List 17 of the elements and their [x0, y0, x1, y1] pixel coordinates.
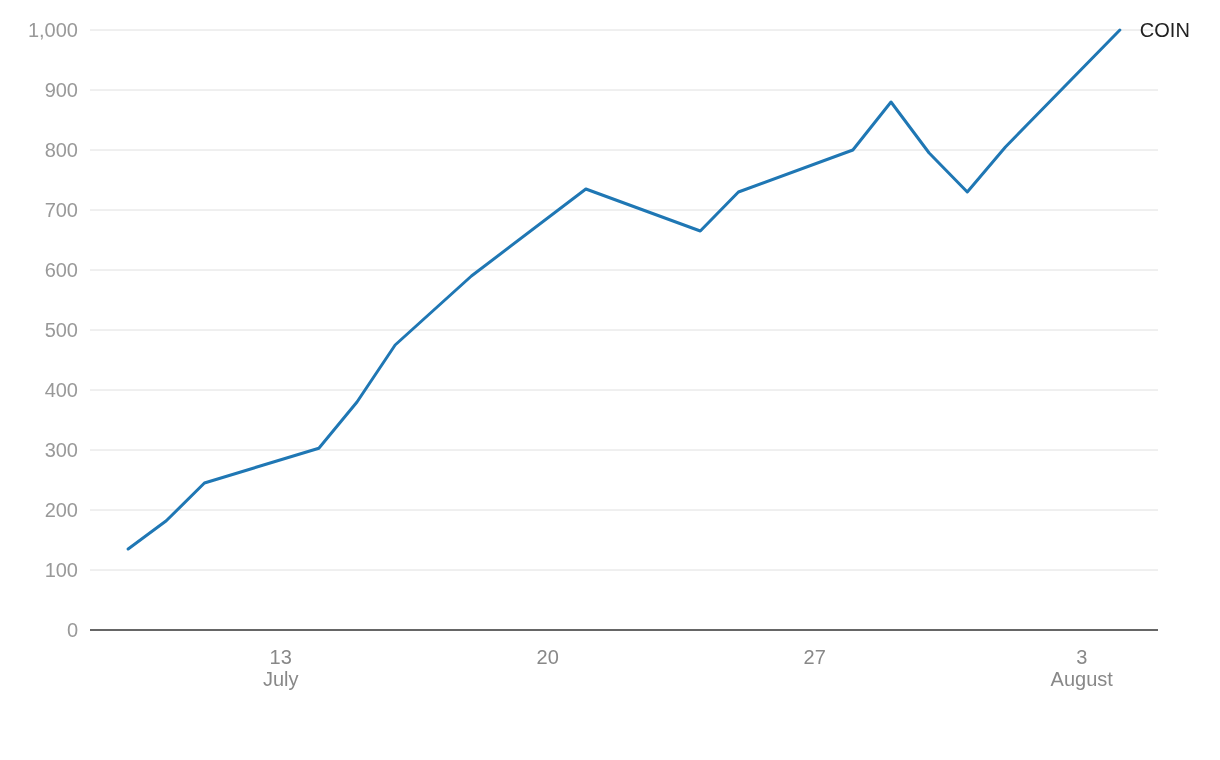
y-tick-label: 900 [44, 79, 78, 101]
y-tick-label: 1,000 [27, 19, 78, 41]
x-tick-label: 27 [803, 646, 826, 668]
y-tick-label: 600 [44, 259, 78, 281]
y-tick-label: 400 [44, 379, 78, 401]
y-tick-label: 0 [66, 619, 78, 641]
y-tick-label: 800 [44, 139, 78, 161]
y-tick-label: 700 [44, 199, 78, 221]
y-tick-label: 100 [44, 559, 78, 581]
x-tick-label: 20 [536, 646, 559, 668]
line-series [126, 28, 1122, 551]
y-tick-label: 200 [44, 499, 78, 521]
y-tick-label: 300 [44, 439, 78, 461]
y-tick-label: 500 [44, 319, 78, 341]
x-tick-label: 3 August [1050, 646, 1114, 690]
x-tick-label: 13 July [262, 646, 299, 690]
series-label: COIN [1139, 19, 1190, 41]
